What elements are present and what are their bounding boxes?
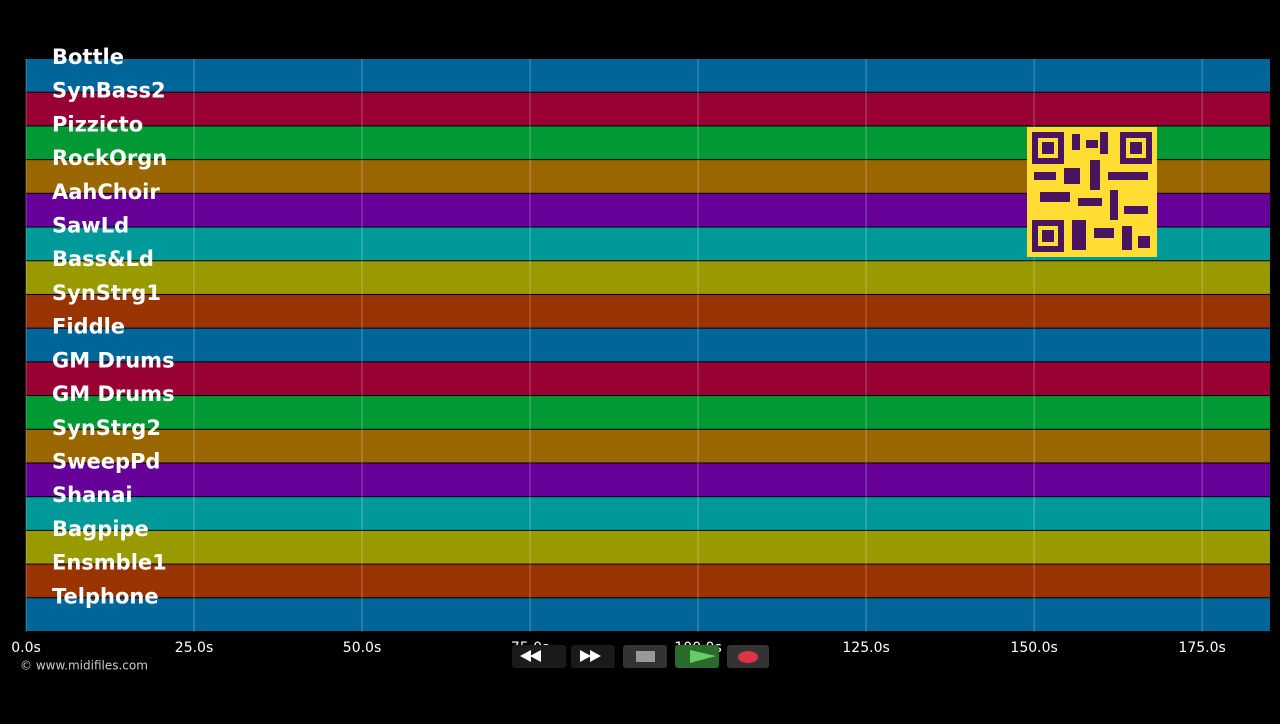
track-band [26, 396, 1270, 429]
track-band [26, 598, 1270, 631]
track-band [26, 328, 1270, 362]
x-tick-label: 0.0s [11, 640, 41, 656]
track-name: AahChoir [52, 180, 160, 204]
forward-button[interactable] [571, 645, 615, 668]
track-name: Bass&Ld [52, 247, 154, 271]
track-name: Fiddle [52, 315, 125, 339]
record-button[interactable] [727, 645, 769, 668]
track-band [26, 261, 1270, 294]
track-name: Ensmble1 [52, 551, 167, 575]
track-band [26, 59, 1270, 92]
track-band [26, 564, 1270, 598]
x-tick-label: 125.0s [842, 640, 889, 656]
copyright: © www.midifiles.com [20, 659, 148, 673]
track-name: Bottle [52, 45, 124, 69]
track-band [26, 497, 1270, 530]
track-band [26, 362, 1270, 396]
track-name: Bagpipe [52, 517, 149, 541]
track-name: Telphone [52, 584, 159, 608]
x-tick-label: 175.0s [1178, 640, 1225, 656]
track-band [26, 294, 1270, 328]
x-tick-label: 50.0s [343, 640, 381, 656]
track-name: SynStrg1 [52, 281, 161, 305]
grid [25, 59, 1203, 632]
track-name: GM Drums [52, 348, 175, 372]
track-band [26, 92, 1270, 126]
stop-button[interactable] [623, 645, 667, 668]
track-name: SynStrg2 [52, 416, 161, 440]
track-band [26, 429, 1270, 463]
x-tick-label: 25.0s [175, 640, 213, 656]
track-name: Shanai [52, 483, 133, 507]
rewind-button[interactable] [512, 645, 566, 668]
track-name: SynBass2 [52, 79, 166, 103]
play-button[interactable] [675, 645, 719, 668]
track-name: SawLd [52, 214, 129, 238]
track-band [26, 530, 1270, 564]
transport [512, 645, 769, 668]
track-name: SweepPd [52, 449, 160, 473]
track-name: GM Drums [52, 382, 175, 406]
qr-code [1027, 127, 1157, 257]
track-name: Pizzicto [52, 112, 143, 136]
track-name: RockOrgn [52, 146, 167, 170]
track-band [26, 463, 1270, 497]
x-tick-label: 150.0s [1010, 640, 1057, 656]
